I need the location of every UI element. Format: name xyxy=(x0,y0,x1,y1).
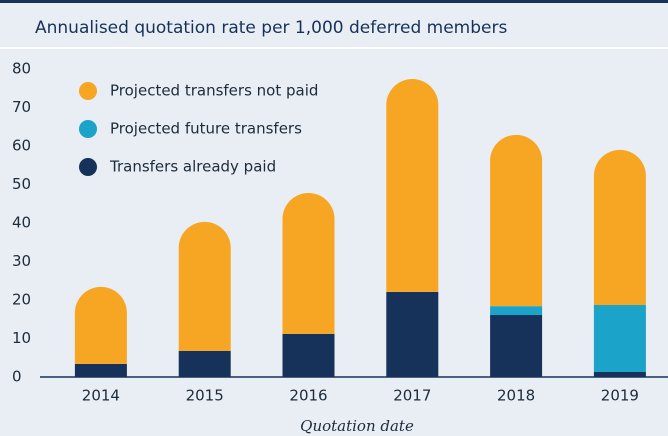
bar-segment xyxy=(386,79,439,292)
bar-segment xyxy=(178,221,231,351)
y-tick-label: 30 xyxy=(12,252,31,270)
x-tick-label: 2017 xyxy=(393,387,431,405)
bar-segment xyxy=(282,333,335,377)
x-tick-label: 2018 xyxy=(497,387,535,405)
bar-segment xyxy=(282,192,335,334)
legend-swatch xyxy=(79,120,97,138)
legend-label: Transfers already paid xyxy=(109,158,276,176)
bar-segment xyxy=(178,350,231,377)
bar-segment xyxy=(74,286,127,364)
bar-segment xyxy=(490,134,543,307)
y-tick-label: 70 xyxy=(12,98,31,116)
top-rule xyxy=(0,0,668,3)
x-tick-label: 2019 xyxy=(601,387,639,405)
legend-label: Projected transfers not paid xyxy=(110,82,318,100)
bar-segment xyxy=(593,305,646,372)
y-tick-label: 50 xyxy=(12,175,31,193)
x-tick-label: 2014 xyxy=(82,387,120,405)
x-tick-label: 2015 xyxy=(186,387,224,405)
y-tick-label: 10 xyxy=(12,329,31,347)
legend-swatch xyxy=(79,158,97,176)
x-tick-label: 2016 xyxy=(289,387,327,405)
y-tick-label: 80 xyxy=(12,60,31,78)
bar-segment xyxy=(593,371,646,377)
x-axis-label: Quotation date xyxy=(300,417,414,435)
bar-segment xyxy=(490,306,543,316)
y-tick-label: 40 xyxy=(12,214,31,232)
bar-segment xyxy=(593,149,646,306)
y-tick-label: 0 xyxy=(12,368,22,386)
y-tick-label: 60 xyxy=(12,137,31,155)
y-tick-label: 20 xyxy=(12,291,31,309)
chart-title: Annualised quotation rate per 1,000 defe… xyxy=(35,18,507,38)
legend-swatch xyxy=(79,82,97,100)
legend-label: Projected future transfers xyxy=(110,120,302,138)
bar-segment xyxy=(386,291,439,377)
bar-segment xyxy=(490,315,543,377)
bar-segment xyxy=(74,363,127,377)
